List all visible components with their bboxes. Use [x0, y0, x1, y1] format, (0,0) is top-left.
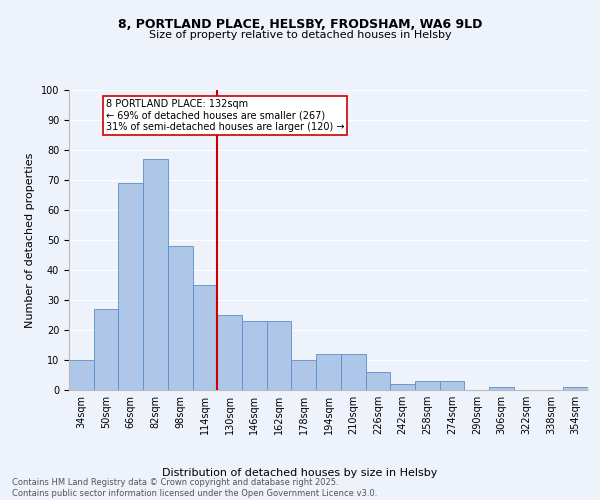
Text: 8 PORTLAND PLACE: 132sqm
← 69% of detached houses are smaller (267)
31% of semi-: 8 PORTLAND PLACE: 132sqm ← 69% of detach…: [106, 99, 344, 132]
Text: Distribution of detached houses by size in Helsby: Distribution of detached houses by size …: [163, 468, 437, 477]
Bar: [143, 159, 168, 390]
Bar: [69, 360, 94, 390]
Bar: [440, 381, 464, 390]
Bar: [118, 183, 143, 390]
Text: Contains HM Land Registry data © Crown copyright and database right 2025.
Contai: Contains HM Land Registry data © Crown c…: [12, 478, 377, 498]
Bar: [365, 372, 390, 390]
Bar: [292, 360, 316, 390]
Bar: [168, 246, 193, 390]
Text: 8, PORTLAND PLACE, HELSBY, FRODSHAM, WA6 9LD: 8, PORTLAND PLACE, HELSBY, FRODSHAM, WA6…: [118, 18, 482, 30]
Text: Size of property relative to detached houses in Helsby: Size of property relative to detached ho…: [149, 30, 451, 40]
Bar: [390, 384, 415, 390]
Bar: [316, 354, 341, 390]
Bar: [242, 321, 267, 390]
Bar: [489, 387, 514, 390]
Bar: [415, 381, 440, 390]
Y-axis label: Number of detached properties: Number of detached properties: [25, 152, 35, 328]
Bar: [94, 309, 118, 390]
Bar: [563, 387, 588, 390]
Bar: [193, 285, 217, 390]
Bar: [217, 315, 242, 390]
Bar: [267, 321, 292, 390]
Bar: [341, 354, 365, 390]
